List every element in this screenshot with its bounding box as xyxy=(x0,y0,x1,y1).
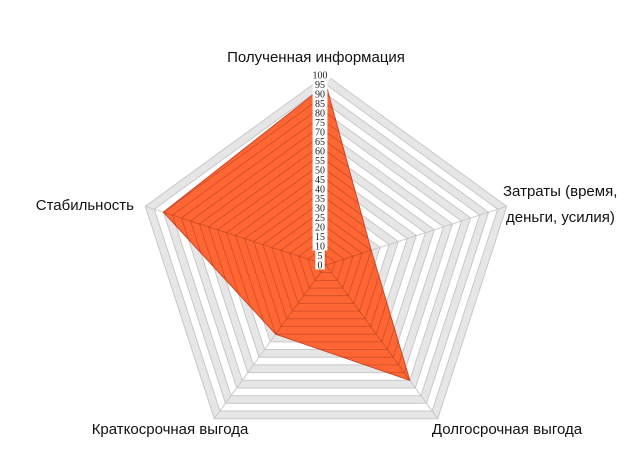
tick-label-bg xyxy=(312,155,328,165)
tick-label: 100 xyxy=(313,71,328,82)
axis-label-costs: Затраты (время, деньги, усилия) xyxy=(503,183,622,226)
tick-label: 95 xyxy=(315,80,325,91)
series-hatch-ring xyxy=(289,226,363,297)
tick-label-bg xyxy=(312,127,328,137)
tick-label: 15 xyxy=(315,232,325,243)
axis-label-stability: Стабильность xyxy=(36,197,134,214)
tick-label: 80 xyxy=(315,109,325,120)
tick-label: 55 xyxy=(315,156,325,167)
radar-tick-labels: 0510152025303540455055606570758085909510… xyxy=(309,70,331,272)
tick-label: 35 xyxy=(315,194,325,205)
tick-label: 45 xyxy=(315,175,325,186)
tick-label-bg xyxy=(312,89,328,99)
tick-label-bg xyxy=(309,70,331,80)
tick-label: 0 xyxy=(318,261,323,272)
tick-label-bg xyxy=(312,174,328,184)
tick-label: 5 xyxy=(318,251,323,262)
series-hatch-ring xyxy=(298,236,354,289)
tick-label: 30 xyxy=(315,204,325,215)
tick-label: 10 xyxy=(315,242,325,253)
tick-label-bg xyxy=(312,231,328,241)
tick-label: 60 xyxy=(315,147,325,158)
series-hatch-ring xyxy=(307,245,345,281)
tick-label: 20 xyxy=(315,223,325,234)
axis-label-short-term: Краткосрочная выгода xyxy=(92,421,249,438)
series-hatch-ring xyxy=(171,103,410,381)
tick-label-bg xyxy=(315,250,325,260)
series-hatch-ring xyxy=(163,93,410,381)
tick-label: 85 xyxy=(315,99,325,110)
tick-label-bg xyxy=(312,136,328,146)
tick-label-bg xyxy=(312,146,328,156)
tick-label-bg xyxy=(312,165,328,175)
tick-label: 50 xyxy=(315,166,325,177)
tick-label: 25 xyxy=(315,213,325,224)
series-hatch-spoke xyxy=(325,205,410,266)
tick-label: 40 xyxy=(315,185,325,196)
axis-label-info: Полученная информация xyxy=(227,49,405,66)
radar-ring xyxy=(153,83,499,412)
series-hatch-ring xyxy=(180,112,410,381)
series-hatch-ring xyxy=(280,217,372,304)
tick-label-bg xyxy=(312,203,328,213)
tick-label-bg xyxy=(312,241,328,251)
tick-label: 90 xyxy=(315,90,325,101)
radar-ring xyxy=(144,74,508,420)
axis-label-long-term: Долгосрочная выгода xyxy=(432,421,583,438)
axis-label-costs-line-1: Затраты (время, xyxy=(503,183,617,200)
series-hatch-spoke xyxy=(163,205,327,266)
tick-label-bg xyxy=(312,79,328,89)
tick-label-bg xyxy=(312,98,328,108)
series-hatch-spoke xyxy=(325,264,410,381)
tick-label-bg xyxy=(312,212,328,222)
series-hatch-ring xyxy=(190,122,410,381)
tick-label: 75 xyxy=(315,118,325,129)
tick-label-bg xyxy=(312,184,328,194)
tick-label: 70 xyxy=(315,128,325,139)
tick-label-bg xyxy=(312,117,328,127)
tick-label-bg xyxy=(315,260,325,270)
axis-label-costs-line-2: деньги, усилия) xyxy=(506,209,615,226)
tick-label: 65 xyxy=(315,137,325,148)
tick-label-bg xyxy=(312,222,328,232)
tick-label-bg xyxy=(312,108,328,118)
tick-label-bg xyxy=(312,193,328,203)
